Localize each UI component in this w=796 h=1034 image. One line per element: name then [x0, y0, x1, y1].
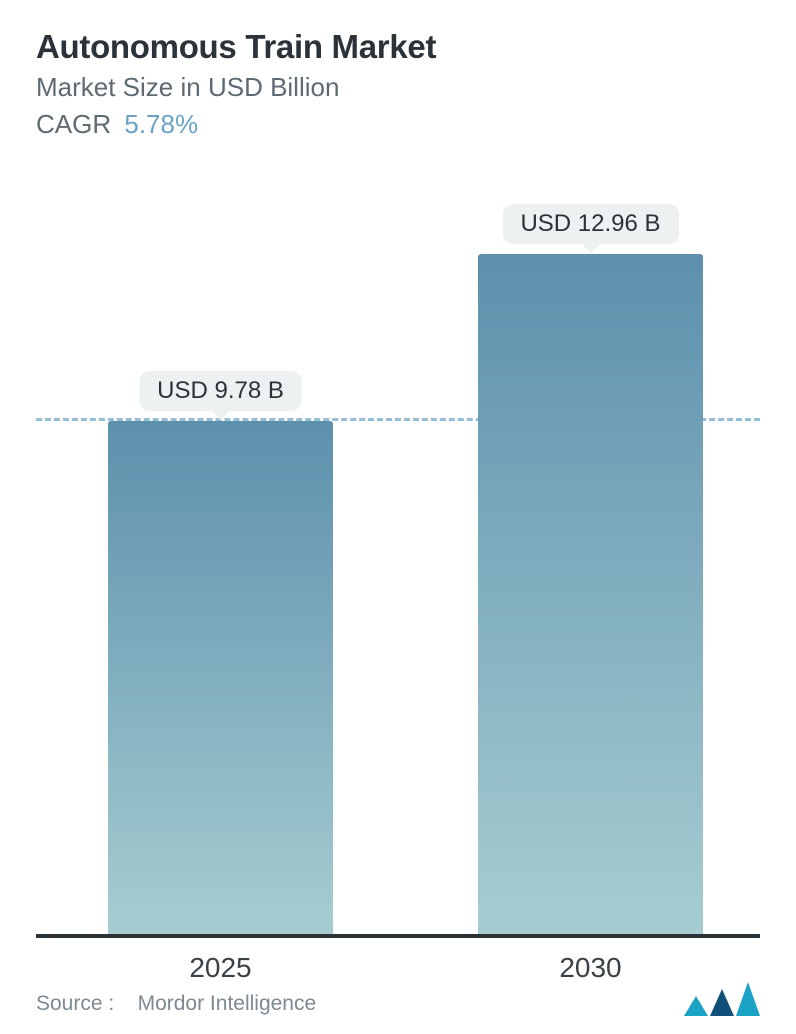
value-pill: USD 9.78 B	[139, 371, 302, 411]
logo-triangle-icon	[684, 996, 708, 1016]
value-pill: USD 12.96 B	[502, 204, 678, 244]
source-name: Mordor Intelligence	[138, 992, 317, 1015]
chart-header: Autonomous Train Market Market Size in U…	[36, 28, 760, 140]
x-axis-baseline	[36, 934, 760, 938]
logo-triangle-icon	[710, 989, 734, 1016]
x-axis-label: 2025	[108, 952, 333, 984]
source-label: Source :	[36, 992, 114, 1015]
bar-2025: USD 9.78 B	[108, 421, 333, 934]
chart-subtitle: Market Size in USD Billion	[36, 72, 760, 103]
bar-chart-plot: USD 9.78 B 2025 USD 12.96 B 2030	[36, 184, 760, 1010]
source-text: Source : Mordor Intelligence	[36, 992, 316, 1016]
logo-triangle-icon	[736, 982, 760, 1016]
cagr-label: CAGR	[36, 109, 111, 139]
x-axis-label: 2030	[478, 952, 703, 984]
cagr-value: 5.78%	[124, 109, 198, 139]
chart-title: Autonomous Train Market	[36, 28, 760, 66]
brand-logo-icon	[684, 982, 760, 1016]
bar-2030: USD 12.96 B	[478, 254, 703, 934]
cagr-row: CAGR 5.78%	[36, 109, 760, 140]
chart-footer: Source : Mordor Intelligence	[36, 982, 760, 1016]
